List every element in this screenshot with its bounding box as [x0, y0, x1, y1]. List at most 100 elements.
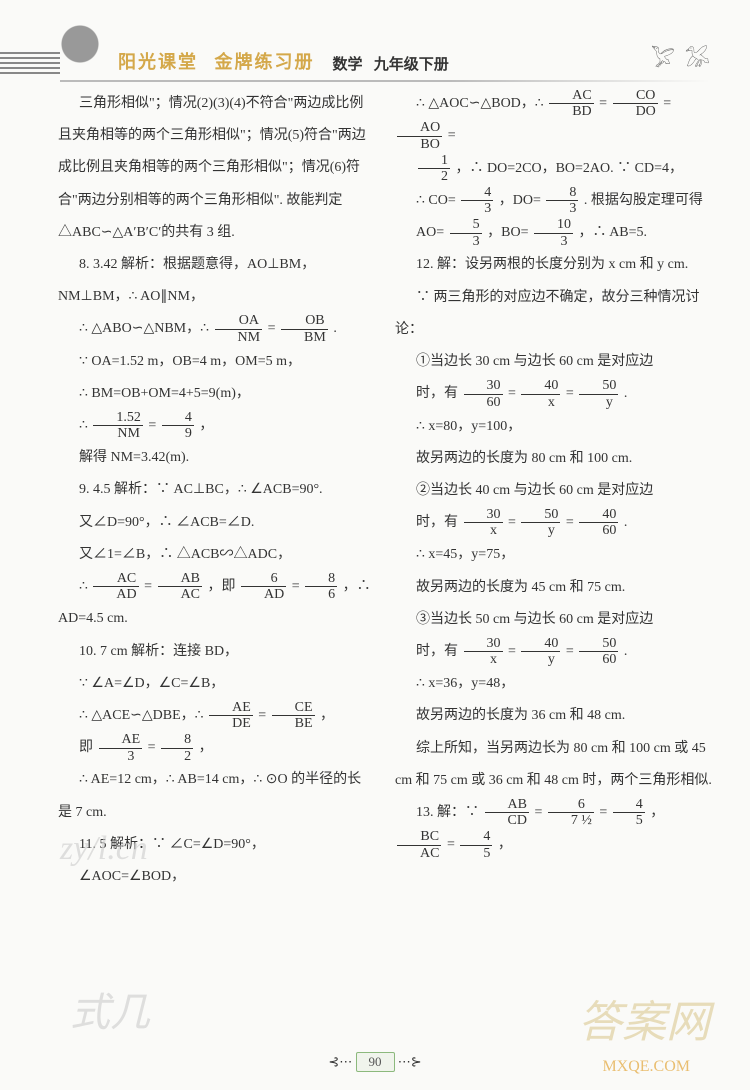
frac: 4060 [577, 507, 620, 539]
t: ， [199, 740, 213, 755]
t: ，DO= [499, 193, 545, 208]
frac: 30x [462, 507, 505, 539]
t: ，即 [208, 579, 240, 594]
frac: CEBE [270, 700, 317, 732]
page-number: 90 [356, 1052, 395, 1072]
q12-l1: ∵ 两三角形的对应边不确定，故分三种情况讨论： [395, 282, 712, 346]
frac: 5060 [577, 636, 620, 668]
q10-l2: ∵ ∠A=∠D，∠C=∠B， [58, 668, 375, 700]
frac: AE3 [97, 732, 145, 764]
subject-label: 数学 九年级下册 [333, 53, 449, 74]
q9-l3: 又∠1=∠B，∴ △ACB∽△ADC， [58, 539, 375, 571]
t: = [599, 805, 610, 820]
page-footer: ⊰⋯ 90 ⋯⊱ [0, 1052, 750, 1072]
frac: 12 [416, 153, 452, 185]
q10-l3: ∴ △ACE∽△DBE，∴ AEDE = CEBE ， [58, 700, 375, 732]
page-header: 阳光课堂 金牌练习册 数学 九年级下册 𓅯 𓅮 [0, 0, 750, 78]
t: 时，有 [416, 644, 462, 659]
header-logo-icon [60, 24, 110, 74]
t: = [268, 321, 279, 336]
q12-c2r: ∴ x=45，y=75， [395, 539, 712, 571]
t: = [448, 128, 456, 143]
t: 时，有 [416, 515, 462, 530]
t: ， [498, 837, 512, 852]
frac: ACAD [91, 571, 140, 603]
frac: 45 [458, 829, 494, 861]
t: = [566, 515, 577, 530]
q10-l5: ∴ AE=12 cm，∴ AB=14 cm，∴ ⊙O 的半径的长是 7 cm. [58, 764, 375, 828]
q12-c3r: ∴ x=36，y=48， [395, 668, 712, 700]
q12-c2: ②当边长 40 cm 与边长 60 cm 是对应边 [395, 475, 712, 507]
frac: 6AD [239, 571, 288, 603]
content-columns: 三角形相似"；情况(2)(3)(4)不符合"两边成比例且夹角相等的两个三角形相似… [0, 88, 750, 893]
t: . 根据勾股定理可得 [584, 193, 703, 208]
footer-flourish-icon: ⊰⋯ [328, 1054, 352, 1069]
t: = [144, 579, 155, 594]
t: = [534, 805, 545, 820]
q9-l2: 又∠D=90°，∴ ∠ACB=∠D. [58, 507, 375, 539]
frac: CODO [611, 88, 660, 120]
brand-title: 阳光课堂 金牌练习册 [118, 48, 315, 74]
t: = [148, 740, 159, 755]
t: ，∴ DO=2CO，BO=2AO. ∵ CD=4， [456, 161, 683, 176]
frac: OBBM [279, 313, 330, 345]
frac: 40x [519, 378, 562, 410]
frac: 53 [448, 217, 484, 249]
frac: 45 [611, 797, 647, 829]
frac: 103 [532, 217, 575, 249]
t: 即 [79, 740, 97, 755]
r1: ∴ △AOC∽△BOD，∴ ACBD = CODO = AOBO = [395, 88, 712, 153]
q8-line6: 解得 NM=3.42(m). [58, 442, 375, 474]
r2: 12 ，∴ DO=2CO，BO=2AO. ∵ CD=4， [395, 153, 712, 185]
frac: 86 [303, 571, 339, 603]
q12-head: 12. 解：设另两根的长度分别为 x cm 和 y cm. [395, 249, 712, 281]
t: . [333, 321, 337, 336]
frac: 50y [519, 507, 562, 539]
q9-head: 9. 4.5 解析：∵ AC⊥BC，∴ ∠ACB=90°. [58, 474, 375, 506]
q12-c2s: 故另两边的长度为 45 cm 和 75 cm. [395, 572, 712, 604]
frac: 82 [159, 732, 195, 764]
t: ， [650, 805, 664, 820]
frac: ABCD [483, 797, 531, 829]
para-intro: 三角形相似"；情况(2)(3)(4)不符合"两边成比例且夹角相等的两个三角形相似… [58, 88, 375, 249]
t: . [624, 644, 628, 659]
t: ∴ △ABO∽△NBM，∴ [79, 321, 213, 336]
q11-head: 11. 5 解析：∵ ∠C=∠D=90°， [58, 829, 375, 861]
frac: AOBO [395, 120, 444, 152]
q8-line3: ∵ OA=1.52 m，OB=4 m，OM=5 m， [58, 346, 375, 378]
frac: 3060 [462, 378, 505, 410]
t: ，∴ AB=5. [578, 225, 647, 240]
t: . [624, 515, 628, 530]
brand-part1: 阳光课堂 [118, 52, 198, 72]
frac: 30x [462, 636, 505, 668]
left-column: 三角形相似"；情况(2)(3)(4)不符合"两边成比例且夹角相等的两个三角形相似… [48, 88, 385, 893]
bird-icon: 𓅯 𓅮 [651, 40, 710, 73]
t: ∴ △ACE∽△DBE，∴ [79, 708, 207, 723]
q12-sum: 综上所知，当另两边长为 80 cm 和 100 cm 或 45 cm 和 75 … [395, 733, 712, 797]
t: ， [199, 418, 213, 433]
frac: 49 [160, 410, 196, 442]
right-column: ∴ △AOC∽△BOD，∴ ACBD = CODO = AOBO = 12 ，∴… [385, 88, 722, 893]
frac: AEDE [207, 700, 255, 732]
grade: 九年级下册 [374, 57, 449, 73]
brand-part2: 金牌练习册 [215, 52, 315, 72]
q12-c1: ①当边长 30 cm 与边长 60 cm 是对应边 [395, 346, 712, 378]
frac: 40y [519, 636, 562, 668]
q8-line2: ∴ △ABO∽△NBM，∴ OANM = OBBM . [58, 313, 375, 345]
frac: 1.52NM [91, 410, 145, 442]
t: ∴ △AOC∽△BOD，∴ [416, 96, 547, 111]
t: 13. 解：∵ [416, 805, 483, 820]
q13: 13. 解：∵ ABCD = 67 ½ = 45 ， BCAC = 45 ， [395, 797, 712, 862]
t: ∴ CO= [416, 193, 459, 208]
t: = [566, 386, 577, 401]
t: ，BO= [487, 225, 532, 240]
t: = [566, 644, 577, 659]
q12-c1b: 时，有 3060 = 40x = 50y . [395, 378, 712, 410]
t: = [599, 96, 610, 111]
frac: 67 ½ [546, 797, 596, 829]
frac: 83 [544, 185, 580, 217]
q12-c1s: 故另两边的长度为 80 cm 和 100 cm. [395, 443, 712, 475]
t: = [663, 96, 671, 111]
r3: ∴ CO= 43 ，DO= 83 . 根据勾股定理可得 [395, 185, 712, 217]
watermark-2: 式几 [70, 980, 150, 1038]
